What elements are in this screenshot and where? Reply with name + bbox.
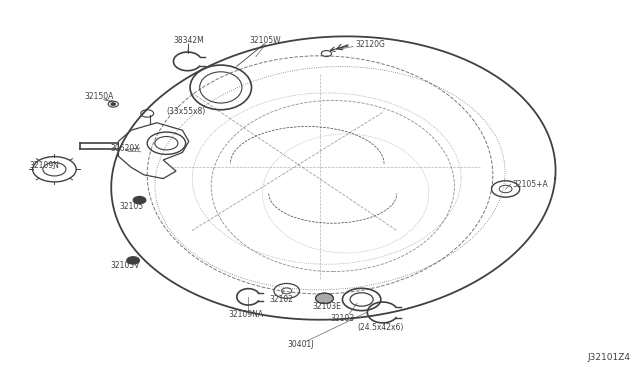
Text: 32120G: 32120G	[355, 40, 385, 49]
Text: 32102: 32102	[269, 295, 294, 304]
Text: 30620X: 30620X	[110, 144, 140, 153]
Circle shape	[127, 257, 140, 264]
Text: (33x55x8): (33x55x8)	[166, 107, 205, 116]
Text: 32105V: 32105V	[110, 262, 140, 270]
Text: 32103E: 32103E	[312, 302, 341, 311]
Text: J32101Z4: J32101Z4	[588, 353, 630, 362]
Text: 32105: 32105	[119, 202, 143, 211]
Text: 30401J: 30401J	[287, 340, 314, 349]
Text: (24.5x42x6): (24.5x42x6)	[358, 323, 404, 332]
Text: 32150A: 32150A	[84, 92, 114, 101]
Text: 32109NA: 32109NA	[229, 310, 264, 319]
Circle shape	[111, 103, 116, 106]
Text: 32103: 32103	[330, 314, 355, 323]
Text: 32105+A: 32105+A	[512, 180, 548, 189]
Circle shape	[316, 293, 333, 304]
Text: 32109N: 32109N	[30, 161, 60, 170]
Text: 38342M: 38342M	[173, 36, 204, 45]
Circle shape	[133, 196, 146, 204]
Text: 32105W: 32105W	[250, 36, 282, 45]
